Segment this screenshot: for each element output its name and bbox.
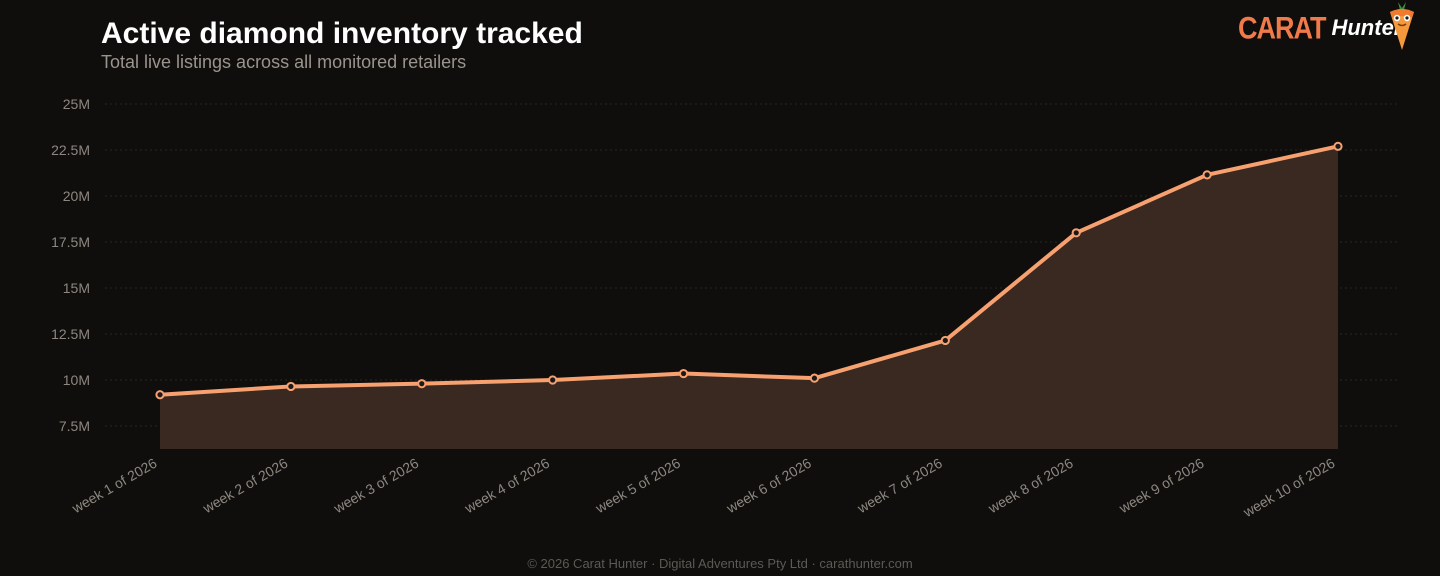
data-point — [678, 368, 689, 379]
chart-subtitle: Total live listings across all monitored… — [101, 52, 467, 72]
series-line — [158, 144, 1340, 397]
y-tick-label: 17.5M — [51, 234, 90, 250]
x-tick-label: week 4 of 2026 — [461, 455, 552, 517]
y-tick-label: 7.5M — [59, 418, 90, 434]
x-axis-ticks: week 1 of 2026 week 2 of 2026 week 3 of 20… — [68, 455, 1337, 521]
data-point — [155, 390, 165, 400]
x-tick-label: week 8 of 2026 — [985, 455, 1076, 517]
data-point — [1202, 170, 1212, 180]
footer-copyright: © 2026 Carat Hunter · Digital Adventures… — [527, 556, 913, 571]
carrot-mascot-icon — [1390, 2, 1414, 50]
x-tick-label: week 10 of 2026 — [1240, 455, 1338, 521]
y-tick-label: 15M — [63, 280, 90, 296]
x-tick-label: week 5 of 2026 — [592, 455, 683, 517]
y-tick-label: 22.5M — [51, 142, 90, 158]
y-tick-label: 20M — [63, 188, 90, 204]
logo-hunter-text: Hunter — [1331, 15, 1403, 40]
y-axis-ticks: 7.5M 10M 12.5M 15M 17.5M 20M 22.5M 25M — [51, 96, 90, 434]
x-tick-label: week 3 of 2026 — [330, 455, 421, 517]
y-tick-label: 12.5M — [51, 326, 90, 342]
y-tick-label: 25M — [63, 96, 90, 112]
data-point — [286, 381, 296, 392]
y-tick-label: 10M — [63, 372, 90, 388]
x-tick-label: week 1 of 2026 — [68, 455, 159, 517]
data-point — [1333, 141, 1343, 151]
series-line-layer — [158, 144, 1340, 397]
area-fill-layer — [160, 146, 1338, 449]
data-points — [155, 141, 1343, 400]
x-tick-label: week 9 of 2026 — [1115, 455, 1206, 517]
data-point — [940, 335, 950, 346]
data-point — [809, 373, 820, 383]
data-point — [548, 375, 558, 385]
x-tick-label: week 7 of 2026 — [854, 455, 945, 517]
area-fill — [160, 146, 1338, 449]
chart-title: Active diamond inventory tracked — [101, 17, 583, 50]
x-tick-label: week 6 of 2026 — [723, 455, 814, 517]
data-point — [417, 379, 427, 389]
x-tick-label: week 2 of 2026 — [199, 455, 290, 517]
data-point — [1071, 228, 1081, 238]
carat-hunter-logo[interactable]: CARAT Hunter — [1238, 0, 1414, 56]
logo-carat-text: CARAT — [1238, 10, 1326, 45]
